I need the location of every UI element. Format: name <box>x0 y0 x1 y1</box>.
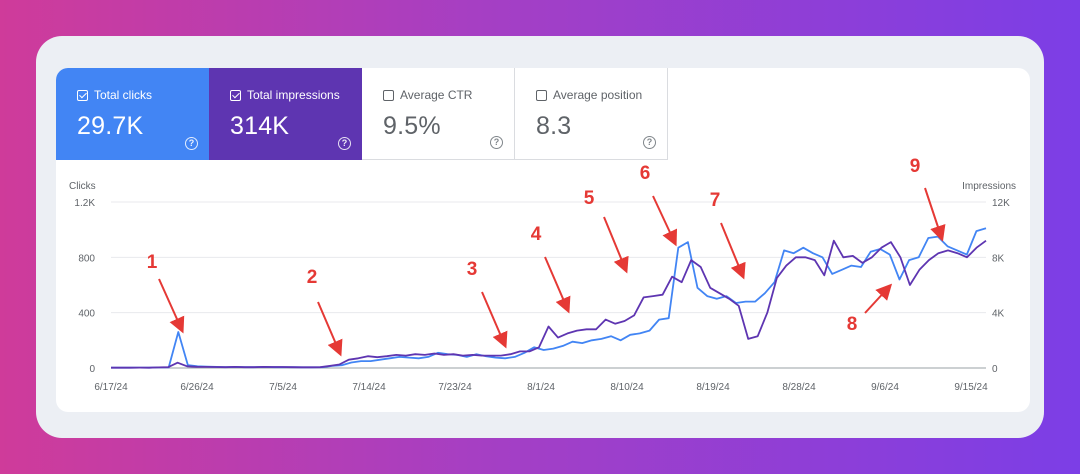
annotation-number: 8 <box>847 314 858 335</box>
annotation-arrow <box>158 278 185 334</box>
performance-card: Total clicks 29.7K ? Total impressions 3… <box>56 68 1030 412</box>
metric-label: Total impressions <box>247 88 340 102</box>
average-position-tile[interactable]: Average position 8.3 ? <box>515 68 668 160</box>
right-tick-label: 8K <box>992 253 1005 264</box>
total-clicks-tile[interactable]: Total clicks 29.7K ? <box>56 68 209 160</box>
left-axis-title: Clicks <box>69 181 96 192</box>
help-icon[interactable]: ? <box>490 136 503 149</box>
metric-label: Total clicks <box>94 88 153 102</box>
annotation-number: 6 <box>640 163 651 184</box>
help-icon[interactable]: ? <box>338 137 351 150</box>
x-tick-label: 8/28/24 <box>782 382 816 393</box>
left-tick-label: 400 <box>78 309 95 320</box>
left-tick-label: 1.2K <box>74 198 95 209</box>
annotation-number: 4 <box>531 224 542 245</box>
right-tick-label: 0 <box>992 364 998 375</box>
annotation-number: 2 <box>307 267 318 288</box>
annotation-arrow <box>652 195 678 247</box>
x-tick-label: 7/14/24 <box>352 382 386 393</box>
x-tick-label: 7/23/24 <box>438 382 472 393</box>
performance-chart[interactable]: 0 0 400 4K 800 8K 1.2K 12K 6/17/24 6/26/24 7/5/24 7… <box>56 68 1030 412</box>
x-tick-label: 7/5/24 <box>269 382 297 393</box>
checkbox-checked-icon[interactable] <box>230 89 241 101</box>
x-tick-label: 9/6/24 <box>871 382 899 393</box>
annotation-arrow <box>544 256 571 314</box>
checkbox-unchecked-icon[interactable] <box>536 89 547 101</box>
annotation-arrow <box>481 291 508 349</box>
annotation-number: 1 <box>147 252 158 273</box>
help-icon[interactable]: ? <box>185 137 198 150</box>
right-tick-label: 4K <box>992 309 1005 320</box>
annotation-number: 7 <box>710 190 721 211</box>
left-tick-label: 0 <box>89 364 95 375</box>
left-tick-label: 800 <box>78 253 95 264</box>
right-tick-label: 12K <box>992 198 1010 209</box>
annotation-arrow <box>720 222 746 280</box>
right-axis-title: Impressions <box>962 181 1016 192</box>
help-icon[interactable]: ? <box>643 136 656 149</box>
x-tick-label: 8/10/24 <box>610 382 644 393</box>
annotation-number: 3 <box>467 259 478 280</box>
metric-value: 29.7K <box>77 112 144 140</box>
x-tick-label: 8/19/24 <box>696 382 730 393</box>
series-line-impressions[interactable] <box>111 239 987 369</box>
metric-value: 8.3 <box>536 112 572 140</box>
x-tick-label: 6/26/24 <box>180 382 214 393</box>
metric-value: 9.5% <box>383 112 441 140</box>
annotation-arrow <box>317 301 343 357</box>
checkbox-checked-icon[interactable] <box>77 89 88 101</box>
annotation-arrow <box>603 216 629 274</box>
metric-label: Average CTR <box>400 88 473 102</box>
total-impressions-tile[interactable]: Total impressions 314K ? <box>209 68 362 160</box>
x-tick-label: 6/17/24 <box>94 382 128 393</box>
annotation-number: 9 <box>910 156 921 177</box>
x-tick-label: 9/15/24 <box>954 382 988 393</box>
checkbox-unchecked-icon[interactable] <box>383 89 394 101</box>
x-tick-label: 8/1/24 <box>527 382 555 393</box>
average-ctr-tile[interactable]: Average CTR 9.5% ? <box>362 68 515 160</box>
metric-value: 314K <box>230 112 290 140</box>
annotation-number: 5 <box>584 188 595 209</box>
series-line-clicks[interactable] <box>111 227 987 369</box>
annotation-arrow <box>924 187 946 242</box>
annotation-arrow <box>864 283 893 314</box>
metric-label: Average position <box>553 88 643 102</box>
